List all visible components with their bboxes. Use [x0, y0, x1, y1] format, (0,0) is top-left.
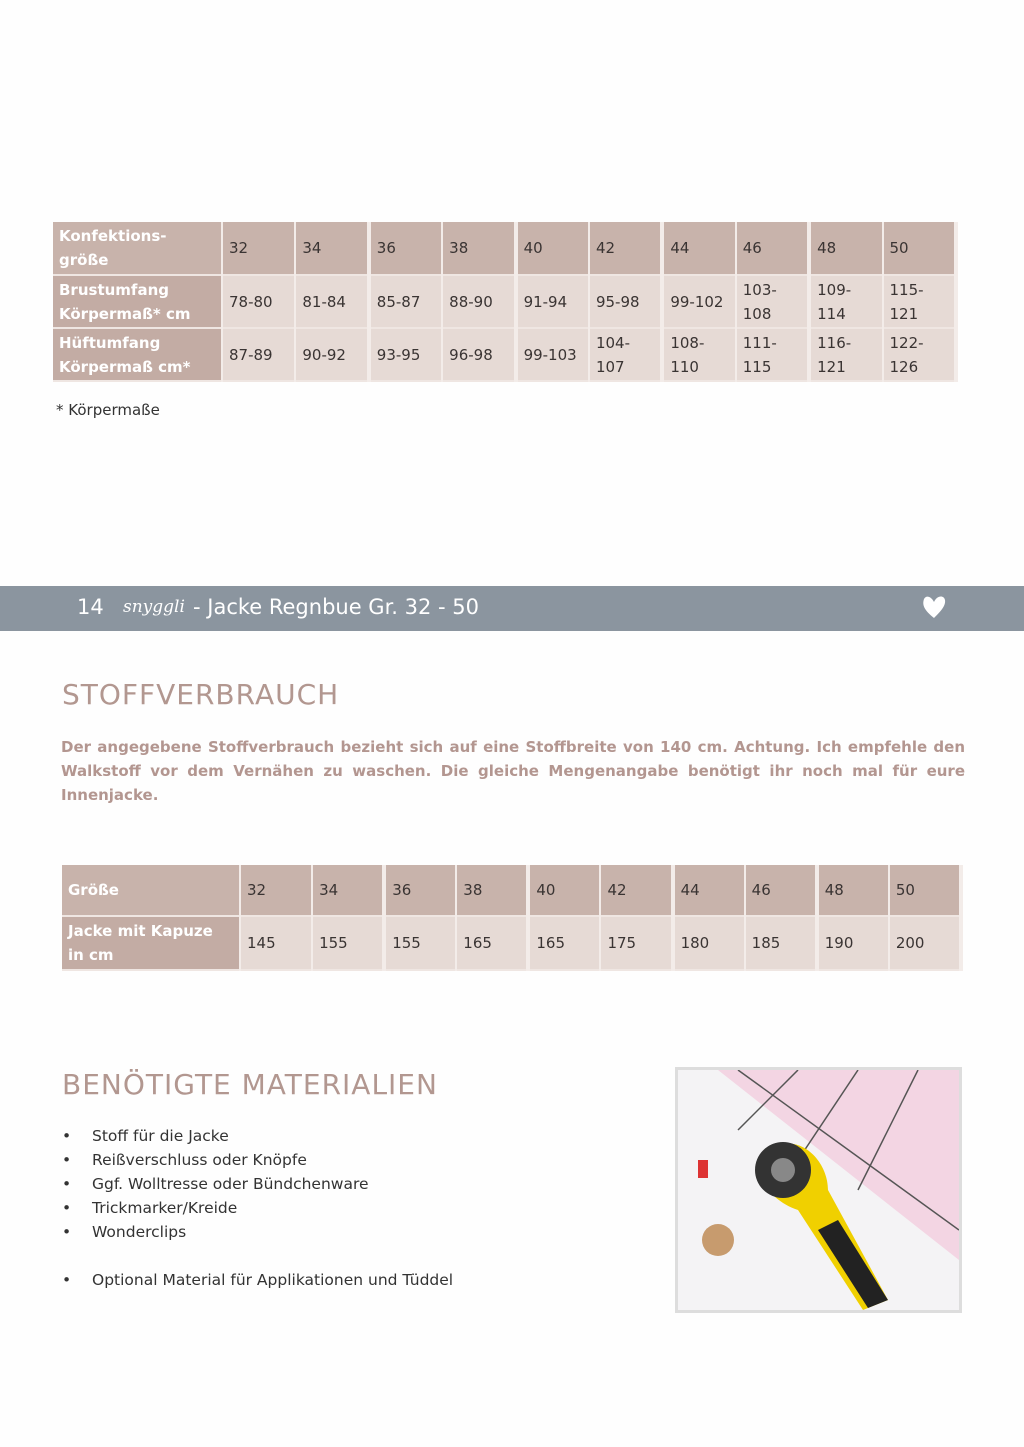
rotary-cutter-photo [675, 1067, 962, 1313]
row-label: Jacke mit Kapuze in cm [62, 916, 241, 970]
table-row: Jacke mit Kapuze in cm 145 155 155 165 165 175… [62, 916, 964, 970]
table-cell: 145 [240, 916, 314, 970]
fabric-heading: STOFFVERBRAUCH [62, 678, 340, 711]
document-title: - Jacke Regnbue Gr. 32 - 50 [193, 595, 480, 619]
list-item: Trickmarker/Kreide [62, 1196, 453, 1220]
table-cell: 180 [672, 916, 746, 970]
table-cell: 87-89 [222, 328, 297, 381]
table-cell: 46 [735, 222, 812, 275]
table-cell: 48 [809, 222, 884, 275]
table-cell: 32 [240, 865, 314, 916]
table-cell: 40 [515, 222, 590, 275]
table-cell: 44 [662, 222, 737, 275]
table-cell: 34 [312, 865, 387, 916]
table-cell: 42 [588, 222, 665, 275]
table-cell: 50 [888, 865, 964, 916]
table-cell: 190 [816, 916, 890, 970]
table-cell: 88-90 [442, 275, 518, 328]
table-cell: 36 [368, 222, 444, 275]
table-cell: 109-114 [809, 275, 884, 328]
footer-band: 14 snyggli - Jacke Regnbue Gr. 32 - 50 [0, 586, 1024, 631]
table-cell: 42 [600, 865, 675, 916]
table-cell: 200 [888, 916, 964, 970]
table-cell: 44 [672, 865, 746, 916]
row-label: Größe [62, 865, 241, 916]
table-cell: 95-98 [588, 275, 665, 328]
table-cell: 85-87 [368, 275, 444, 328]
table-cell: 185 [744, 916, 819, 970]
table-row: Hüftumfang Körpermaß cm* 87-89 90-92 93-95 9… [53, 328, 959, 381]
fabric-table: Größe 32 34 36 38 40 42 44 46 48 50 Jacke mit Kapu… [62, 865, 964, 971]
materials-list: Stoff für die Jacke Reißverschluss oder … [62, 1124, 453, 1292]
table-cell: 34 [295, 222, 371, 275]
table-row: Größe 32 34 36 38 40 42 44 46 48 50 [62, 865, 964, 916]
table-cell: 81-84 [295, 275, 371, 328]
table-cell: 91-94 [515, 275, 590, 328]
table-cell: 99-102 [662, 275, 737, 328]
table-row: Konfektions-größe 32 34 36 38 40 42 44 46 48 50 [53, 222, 959, 275]
table-cell: 90-92 [295, 328, 371, 381]
page-number: 14 [77, 595, 104, 619]
table-cell: 108-110 [662, 328, 737, 381]
table-cell: 48 [816, 865, 890, 916]
table-cell: 46 [744, 865, 819, 916]
table-cell: 111-115 [735, 328, 812, 381]
table-cell: 155 [384, 916, 458, 970]
table-row: Brustumfang Körpermaß* cm 78-80 81-84 85-87… [53, 275, 959, 328]
fabric-intro: Der angegebene Stoffverbrauch bezieht si… [61, 738, 965, 804]
table-cell: 38 [456, 865, 531, 916]
row-label: Brustumfang Körpermaß* cm [53, 275, 223, 328]
table-cell: 32 [222, 222, 297, 275]
table-cell: 175 [600, 916, 675, 970]
row-label: Hüftumfang Körpermaß cm* [53, 328, 223, 381]
logo: snyggli [123, 597, 185, 617]
table-cell: 165 [528, 916, 602, 970]
footnote: * Körpermaße [56, 401, 160, 419]
table-cell: 155 [312, 916, 387, 970]
list-item: Ggf. Wolltresse oder Bündchenware [62, 1172, 453, 1196]
size-table: Konfektions-größe 32 34 36 38 40 42 44 46 48 50 Br… [53, 222, 959, 382]
table-cell: 103-108 [735, 275, 812, 328]
list-item: Reißverschluss oder Knöpfe [62, 1148, 453, 1172]
table-cell: 38 [442, 222, 518, 275]
materials-heading: BENÖTIGTE MATERIALIEN [62, 1068, 438, 1101]
table-cell: 78-80 [222, 275, 297, 328]
table-cell: 93-95 [368, 328, 444, 381]
table-cell: 40 [528, 865, 602, 916]
table-cell: 50 [882, 222, 959, 275]
list-item: Wonderclips [62, 1220, 453, 1244]
list-item: Stoff für die Jacke [62, 1124, 453, 1148]
table-cell: 122-126 [882, 328, 959, 381]
list-item: Optional Material für Applikationen und … [62, 1268, 453, 1292]
table-cell: 115-121 [882, 275, 959, 328]
heart-icon [920, 593, 948, 626]
table-cell: 99-103 [515, 328, 590, 381]
table-cell: 36 [384, 865, 458, 916]
table-cell: 96-98 [442, 328, 518, 381]
table-cell: 116-121 [809, 328, 884, 381]
row-label: Konfektions-größe [53, 222, 223, 275]
table-cell: 104-107 [588, 328, 665, 381]
table-cell: 165 [456, 916, 531, 970]
